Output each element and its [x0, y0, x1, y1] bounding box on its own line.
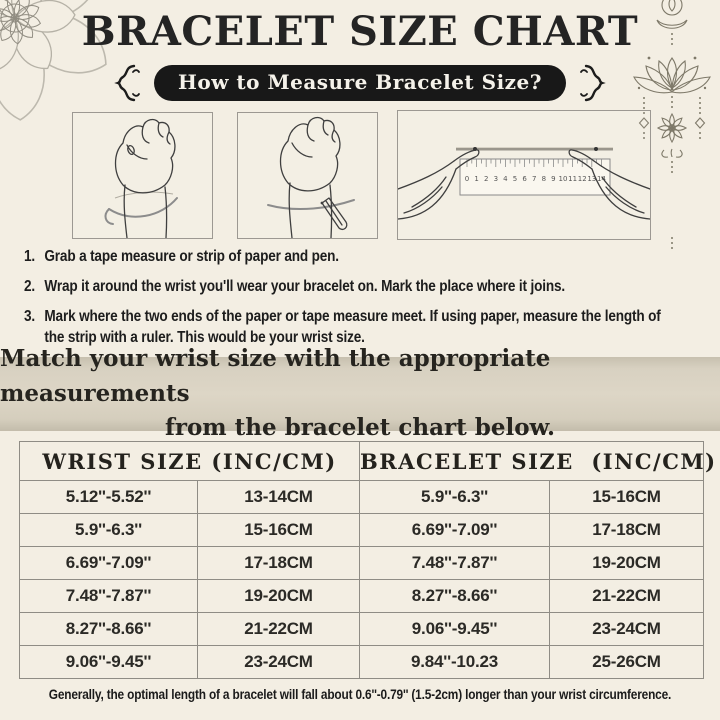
right-flourish-icon — [580, 64, 606, 102]
left-flourish-icon — [114, 64, 140, 102]
svg-text:4: 4 — [503, 175, 508, 183]
table-row: 8.27''-8.66'' 21-22CM 9.06''-9.45'' 23-24C… — [19, 612, 705, 646]
page-title: BRACELET SIZE CHART — [81, 8, 639, 55]
svg-text:10: 10 — [559, 175, 568, 183]
illustration-row: 0 1 2 3 4 5 6 7 8 9 10 11 12 13 14 — [0, 110, 720, 240]
table-row: 5.12''-5.52'' 13-14CM 5.9''-6.3'' 15-16CM — [19, 480, 705, 514]
instruction-list: 1. Grab a tape measure or strip of paper… — [24, 246, 672, 357]
svg-text:2: 2 — [484, 175, 488, 183]
svg-text:3: 3 — [494, 175, 498, 183]
fist-with-pen-sketch — [237, 112, 378, 239]
instruction-step-3: 3. Mark where the two ends of the paper … — [24, 308, 661, 347]
hands-with-ruler-sketch: 0 1 2 3 4 5 6 7 8 9 10 11 12 13 14 — [397, 110, 651, 240]
fist-with-string-sketch — [72, 112, 213, 239]
svg-text:8: 8 — [542, 175, 546, 183]
svg-text:14: 14 — [597, 175, 606, 183]
instruction-step-2: 2. Wrap it around the wrist you'll wear … — [24, 278, 565, 296]
table-row: 5.9''-6.3'' 15-16CM 6.69''-7.09'' 17-18CM — [19, 513, 705, 547]
svg-text:5: 5 — [513, 175, 517, 183]
size-chart-table: WRIST SIZE (INC/CM) BRACELET SIZE (INC/C… — [19, 441, 715, 679]
svg-text:6: 6 — [522, 175, 527, 183]
footer-note: Generally, the optimal length of a brace… — [48, 687, 672, 702]
svg-text:0: 0 — [465, 175, 469, 183]
wrist-size-header: WRIST SIZE (INC/CM) — [19, 441, 360, 481]
svg-text:13: 13 — [587, 175, 596, 183]
banner-line-1: Match your wrist size with the appropria… — [0, 345, 551, 407]
badge-row: How to Measure Bracelet Size? — [0, 63, 720, 103]
svg-text:11: 11 — [568, 175, 577, 183]
instruction-step-1: 1. Grab a tape measure or strip of paper… — [24, 248, 339, 265]
svg-text:1: 1 — [474, 175, 478, 183]
table-row: 9.06''-9.45'' 23-24CM 9.84''-10.23 25-26CM — [19, 645, 705, 679]
how-to-measure-badge: How to Measure Bracelet Size? — [154, 65, 566, 101]
table-row: 6.69''-7.09'' 17-18CM 7.48''-7.87'' 19-20C… — [19, 546, 705, 580]
svg-text:9: 9 — [551, 175, 555, 183]
match-size-banner: Match your wrist size with the appropria… — [0, 345, 720, 441]
table-row: 7.48''-7.87'' 19-20CM 8.27''-8.66'' 21-22C… — [19, 579, 705, 613]
bracelet-size-header: BRACELET SIZE (INC/CM) — [358, 441, 715, 481]
table-header-row: WRIST SIZE (INC/CM) BRACELET SIZE (INC/C… — [19, 441, 715, 481]
ruler-numbers: 0 1 2 3 4 5 6 7 8 9 10 11 12 13 14 — [465, 175, 607, 183]
svg-text:12: 12 — [578, 175, 587, 183]
banner-line-2: from the bracelet chart below. — [164, 414, 556, 442]
svg-text:7: 7 — [532, 175, 536, 183]
